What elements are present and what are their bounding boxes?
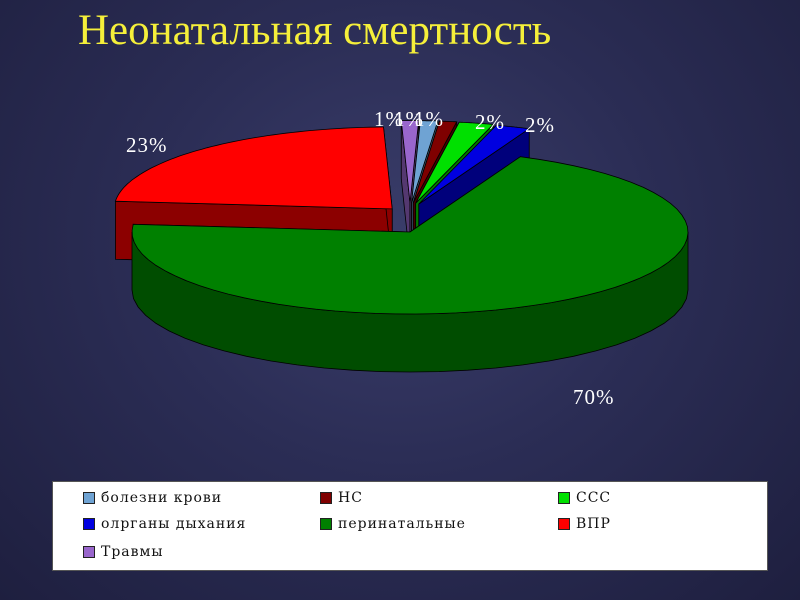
legend-swatch bbox=[558, 492, 570, 504]
legend-item: болезни крови bbox=[83, 490, 222, 506]
legend-label: ССС bbox=[576, 490, 612, 506]
legend-swatch bbox=[320, 492, 332, 504]
legend-item: перинатальные bbox=[320, 516, 466, 532]
legend-item: ВПР bbox=[558, 516, 611, 532]
legend-label: ВПР bbox=[576, 516, 611, 532]
data-label-bolezni-krovi: 1% bbox=[394, 107, 424, 131]
legend-label: НС bbox=[338, 490, 363, 506]
chart-legend: болезни крови НС ССС олрганы дыхания пер… bbox=[52, 481, 768, 571]
legend-item: олрганы дыхания bbox=[83, 516, 246, 532]
legend-label: болезни крови bbox=[101, 490, 223, 506]
legend-swatch bbox=[83, 518, 95, 530]
data-label-travmy: 1% bbox=[374, 107, 404, 131]
legend-label: Травмы bbox=[101, 544, 164, 560]
data-label-organy-dyhaniya: 2% bbox=[525, 113, 555, 137]
pie-chart bbox=[114, 120, 689, 373]
legend-item: ССС bbox=[558, 490, 611, 506]
legend-item: Травмы bbox=[83, 544, 164, 560]
data-label-sss: 2% bbox=[475, 110, 505, 134]
legend-label: перинатальные bbox=[338, 516, 466, 532]
pie-slice-perinatalnye bbox=[131, 155, 689, 373]
legend-swatch bbox=[320, 518, 332, 530]
legend-swatch bbox=[83, 546, 95, 558]
slide-title: Неонатальная смертность bbox=[78, 7, 552, 54]
legend-swatch bbox=[83, 492, 95, 504]
legend-swatch bbox=[558, 518, 570, 530]
legend-item: НС bbox=[320, 490, 363, 506]
data-label-perinatalnye: 70% bbox=[573, 385, 615, 409]
data-label-vpr: 23% bbox=[126, 133, 168, 157]
legend-label: олрганы дыхания bbox=[101, 516, 247, 532]
data-label-ns: 1% bbox=[414, 107, 444, 131]
